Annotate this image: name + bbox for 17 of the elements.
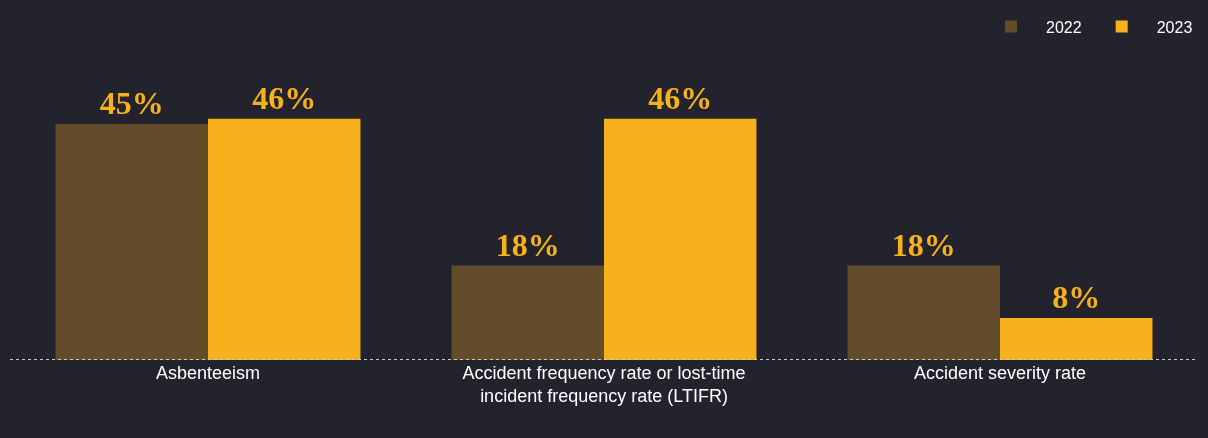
bar — [604, 118, 757, 360]
data-label: 46% — [648, 79, 713, 116]
data-label: 45% — [99, 84, 164, 121]
bar — [451, 265, 604, 360]
bar — [55, 123, 208, 360]
data-label: 18% — [495, 226, 560, 263]
bar — [847, 265, 1000, 360]
bar — [208, 118, 361, 360]
x-tick-label: Asbenteeism — [155, 363, 261, 383]
x-tick-label: Accident frequency rate or lost-time incident frequency rate (LTIFR) — [462, 363, 746, 407]
x-tick-label: Accident severity rate — [913, 363, 1087, 383]
bar — [1000, 318, 1153, 360]
data-label: 8% — [1052, 279, 1101, 316]
data-label: 46% — [252, 79, 317, 116]
data-label: 18% — [891, 226, 956, 263]
legend-label: 2022 — [1046, 18, 1082, 36]
legend-label: 2023 — [1156, 18, 1193, 36]
